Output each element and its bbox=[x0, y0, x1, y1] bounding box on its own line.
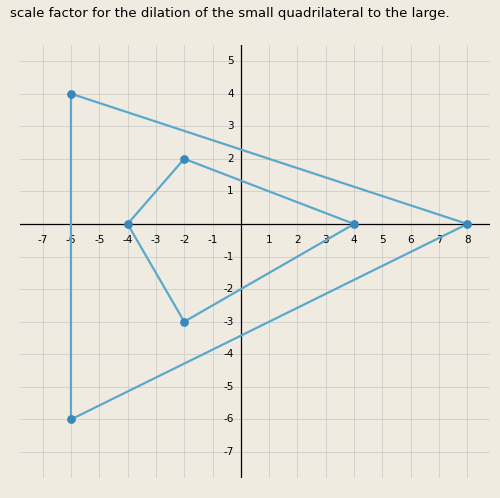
Point bbox=[464, 220, 471, 228]
Point bbox=[180, 318, 188, 326]
Text: 4: 4 bbox=[227, 89, 234, 99]
Text: -2: -2 bbox=[224, 284, 234, 294]
Text: -6: -6 bbox=[66, 236, 76, 246]
Text: -2: -2 bbox=[179, 236, 190, 246]
Point bbox=[124, 220, 132, 228]
Text: 2: 2 bbox=[227, 154, 234, 164]
Text: -6: -6 bbox=[224, 414, 234, 424]
Text: 3: 3 bbox=[227, 121, 234, 131]
Text: 5: 5 bbox=[379, 236, 386, 246]
Text: 5: 5 bbox=[227, 56, 234, 66]
Text: -5: -5 bbox=[224, 382, 234, 392]
Text: scale factor for the dilation of the small quadrilateral to the large.: scale factor for the dilation of the sma… bbox=[10, 7, 450, 20]
Text: 4: 4 bbox=[351, 236, 358, 246]
Text: -3: -3 bbox=[224, 317, 234, 327]
Text: 3: 3 bbox=[322, 236, 329, 246]
Text: -1: -1 bbox=[208, 236, 218, 246]
Text: 8: 8 bbox=[464, 236, 470, 246]
Text: 7: 7 bbox=[436, 236, 442, 246]
Text: -4: -4 bbox=[122, 236, 133, 246]
Text: -7: -7 bbox=[38, 236, 48, 246]
Text: -4: -4 bbox=[224, 349, 234, 359]
Point bbox=[350, 220, 358, 228]
Point bbox=[67, 90, 75, 98]
Text: 2: 2 bbox=[294, 236, 301, 246]
Text: 1: 1 bbox=[266, 236, 272, 246]
Text: -7: -7 bbox=[224, 447, 234, 457]
Text: 6: 6 bbox=[408, 236, 414, 246]
Text: -3: -3 bbox=[150, 236, 161, 246]
Point bbox=[67, 415, 75, 423]
Point bbox=[180, 155, 188, 163]
Text: -1: -1 bbox=[224, 251, 234, 261]
Text: 1: 1 bbox=[227, 186, 234, 196]
Text: -5: -5 bbox=[94, 236, 104, 246]
